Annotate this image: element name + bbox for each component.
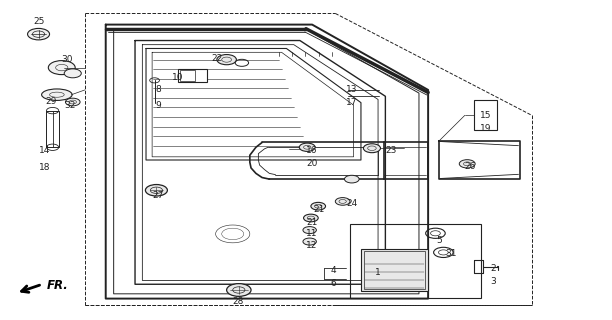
- Ellipse shape: [303, 227, 316, 234]
- Text: 13: 13: [346, 85, 357, 94]
- Ellipse shape: [311, 202, 326, 210]
- Ellipse shape: [42, 89, 72, 100]
- Bar: [177, 68, 207, 82]
- Bar: [364, 252, 425, 289]
- Ellipse shape: [335, 197, 350, 205]
- Ellipse shape: [48, 60, 75, 75]
- Bar: [47, 111, 59, 147]
- Text: 6: 6: [330, 279, 337, 288]
- Text: 23: 23: [386, 146, 397, 155]
- Text: 9: 9: [155, 101, 161, 110]
- Ellipse shape: [28, 28, 50, 40]
- Text: 32: 32: [64, 101, 75, 110]
- Text: 12: 12: [307, 241, 318, 250]
- Ellipse shape: [217, 54, 236, 65]
- Text: 22: 22: [212, 53, 223, 62]
- Ellipse shape: [459, 160, 475, 168]
- Text: 29: 29: [45, 97, 56, 106]
- Bar: [180, 70, 195, 81]
- Ellipse shape: [345, 175, 359, 183]
- Bar: [361, 249, 428, 291]
- Text: 27: 27: [152, 190, 164, 200]
- Text: 11: 11: [307, 229, 318, 238]
- Text: 19: 19: [480, 124, 492, 133]
- Ellipse shape: [146, 185, 168, 196]
- Text: FR.: FR.: [47, 279, 69, 292]
- Text: 25: 25: [33, 17, 44, 26]
- Text: 21: 21: [307, 218, 318, 227]
- Text: 8: 8: [155, 85, 161, 94]
- Text: 1: 1: [375, 268, 381, 277]
- Text: 20: 20: [307, 159, 318, 168]
- Text: 14: 14: [39, 146, 50, 155]
- Ellipse shape: [364, 144, 381, 153]
- Text: 5: 5: [436, 236, 442, 245]
- Text: 3: 3: [490, 276, 496, 285]
- Ellipse shape: [304, 214, 318, 222]
- Text: 4: 4: [330, 266, 336, 276]
- Text: 2: 2: [490, 264, 496, 274]
- Text: 15: 15: [480, 111, 492, 120]
- Text: 30: 30: [61, 55, 72, 64]
- Bar: [350, 224, 481, 298]
- Ellipse shape: [65, 98, 80, 106]
- Bar: [474, 100, 497, 130]
- Ellipse shape: [303, 238, 316, 245]
- Text: 24: 24: [347, 198, 358, 207]
- Ellipse shape: [64, 69, 81, 78]
- Text: 17: 17: [346, 98, 357, 107]
- Text: 28: 28: [232, 297, 244, 306]
- Ellipse shape: [226, 284, 251, 296]
- Text: 26: 26: [464, 162, 476, 171]
- Text: 31: 31: [446, 250, 457, 259]
- Ellipse shape: [299, 143, 315, 151]
- Text: 21: 21: [314, 205, 325, 214]
- Text: 16: 16: [307, 146, 318, 155]
- Text: 10: 10: [172, 73, 184, 82]
- Text: 18: 18: [39, 164, 50, 172]
